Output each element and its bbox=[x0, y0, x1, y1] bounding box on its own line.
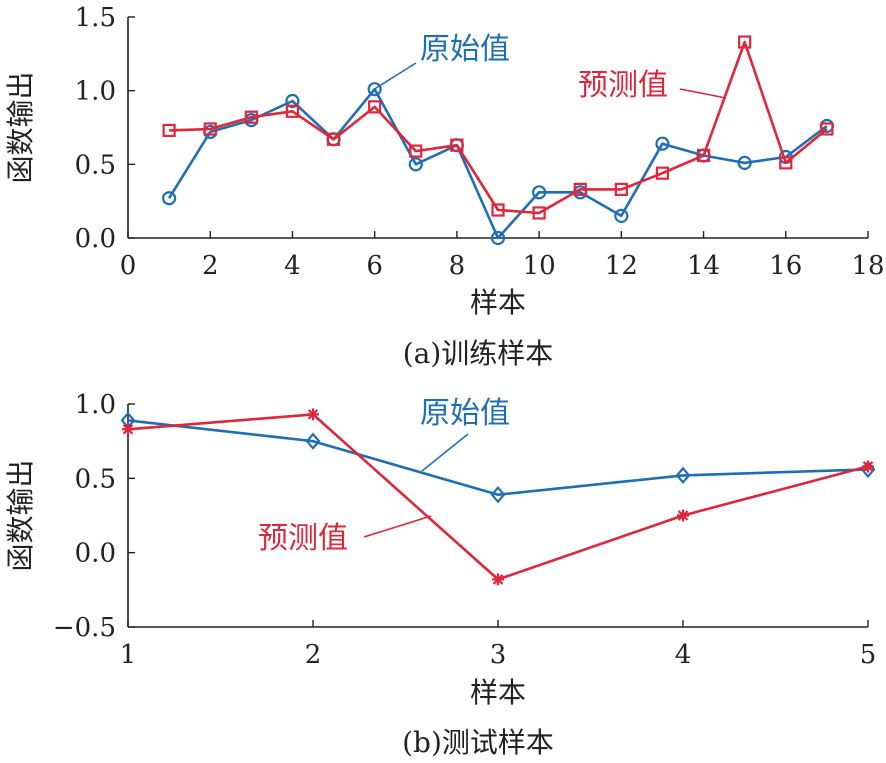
series-original bbox=[162, 82, 834, 246]
data-point bbox=[614, 208, 629, 223]
data-point bbox=[285, 93, 300, 109]
data-point bbox=[820, 122, 834, 136]
annotation-leader-line bbox=[679, 88, 727, 99]
y-axis-title: 函数输出 bbox=[4, 71, 37, 183]
x-tick-label: 10 bbox=[523, 251, 556, 281]
data-point bbox=[408, 157, 423, 172]
y-tick-label: 1.5 bbox=[75, 3, 116, 33]
data-point bbox=[162, 123, 176, 138]
x-axis-title: 样本 bbox=[470, 286, 526, 319]
x-tick-label: 0 bbox=[120, 251, 137, 281]
series-line bbox=[127, 419, 869, 497]
y-tick-label: 1.0 bbox=[75, 77, 116, 107]
x-tick-label: 2 bbox=[202, 251, 219, 281]
series-label: 原始值 bbox=[420, 396, 510, 431]
series-line bbox=[169, 40, 828, 215]
y-tick-label: 0.5 bbox=[75, 150, 116, 180]
data-point bbox=[573, 182, 587, 196]
data-point bbox=[326, 132, 341, 146]
x-tick-label: 4 bbox=[284, 251, 301, 281]
x-tick-label: 6 bbox=[366, 251, 383, 281]
data-point bbox=[122, 423, 134, 436]
y-tick-label: 1.0 bbox=[75, 390, 116, 420]
data-point bbox=[532, 185, 547, 200]
x-tick-label: 14 bbox=[687, 251, 720, 281]
data-point bbox=[409, 144, 423, 158]
x-tick-label: 18 bbox=[851, 251, 884, 281]
data-point bbox=[367, 82, 382, 97]
y-tick-label: 0.0 bbox=[75, 539, 116, 569]
series-label: 预测值 bbox=[258, 521, 348, 556]
x-tick-label: 5 bbox=[860, 640, 877, 670]
x-tick-label: 16 bbox=[769, 251, 802, 281]
data-point bbox=[737, 155, 752, 170]
data-point bbox=[532, 206, 546, 220]
data-point bbox=[490, 485, 506, 504]
data-point bbox=[203, 122, 217, 136]
x-axis-title: 样本 bbox=[470, 676, 526, 709]
data-point bbox=[677, 509, 689, 522]
data-point bbox=[244, 110, 258, 124]
series-predicted bbox=[162, 35, 834, 220]
data-point bbox=[492, 573, 504, 586]
annotation-leader-line bbox=[363, 515, 432, 538]
chart-panel-a: 0 2 4 6 8 10 12 14 16 18 0.0 0.5 1.0 1.5 样本 函数输出 (a)训练样本… bbox=[4, 3, 885, 370]
series-line bbox=[167, 87, 828, 240]
data-point bbox=[655, 136, 670, 151]
data-point bbox=[450, 138, 464, 152]
x-tick-label: 3 bbox=[490, 640, 507, 670]
data-point bbox=[491, 203, 505, 217]
chart-caption: (a)训练样本 bbox=[403, 337, 554, 370]
series-label: 预测值 bbox=[578, 68, 668, 103]
x-tick-label: 8 bbox=[449, 251, 466, 281]
data-point bbox=[368, 100, 382, 114]
x-tick-label: 1 bbox=[120, 640, 137, 670]
series-predicted bbox=[122, 408, 874, 586]
data-point bbox=[490, 230, 506, 246]
y-tick-label: −0.5 bbox=[53, 613, 116, 643]
data-point bbox=[655, 166, 670, 180]
data-point bbox=[675, 466, 691, 485]
annotation-leader-line bbox=[421, 433, 469, 472]
y-axis-title: 函数输出 bbox=[4, 459, 37, 571]
x-tick-label: 2 bbox=[305, 640, 322, 670]
series-line bbox=[127, 413, 869, 581]
y-tick-label: 0.5 bbox=[75, 464, 116, 494]
data-point bbox=[779, 156, 793, 170]
data-point bbox=[307, 408, 319, 421]
data-point bbox=[738, 35, 752, 49]
data-point bbox=[696, 148, 711, 163]
chart-caption: (b)测试样本 bbox=[402, 726, 554, 759]
data-point bbox=[305, 432, 321, 450]
data-point bbox=[862, 460, 874, 473]
annotation-leader-line bbox=[372, 62, 417, 91]
data-point bbox=[614, 182, 628, 196]
data-point bbox=[285, 104, 300, 118]
series-label: 原始值 bbox=[420, 32, 510, 67]
x-tick-label: 12 bbox=[605, 251, 638, 281]
x-tick-label: 4 bbox=[675, 640, 692, 670]
data-point bbox=[162, 191, 177, 206]
y-tick-label: 0.0 bbox=[75, 224, 116, 254]
